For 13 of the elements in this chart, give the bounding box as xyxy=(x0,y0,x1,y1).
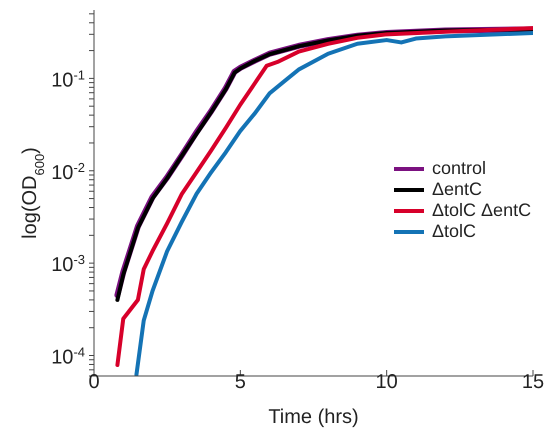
y-tick-label: 10$^{-4}$ xyxy=(51,344,85,369)
x-tick-label: 5 xyxy=(234,371,246,393)
legend-label: control xyxy=(432,158,486,179)
y-tick-label: 10$^{-3}$ xyxy=(51,252,85,276)
legend-label: ΔtolC ΔentC xyxy=(432,200,532,221)
y-tick-label: 10$^{-1}$ xyxy=(51,66,85,92)
legend-label: ΔtolC xyxy=(432,221,476,242)
x-tick-label: 15 xyxy=(522,371,544,393)
y-tick-label: 10$^{-2}$ xyxy=(51,159,85,184)
x-tick-label: 0 xyxy=(88,371,100,393)
x-axis-title: Time (hrs) xyxy=(268,406,359,428)
x-tick-label: 10 xyxy=(376,371,398,393)
legend-label: ΔentC xyxy=(432,179,482,200)
